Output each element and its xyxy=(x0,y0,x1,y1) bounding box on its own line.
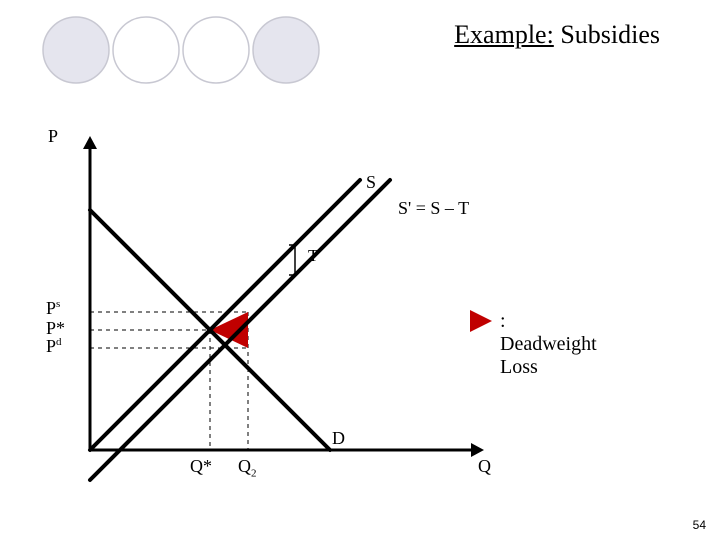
price-label-ps: Ps xyxy=(46,298,60,319)
qty-label-qstar: Q* xyxy=(190,456,212,477)
slide-title: Example: Subsidies xyxy=(454,20,660,50)
qty-label-q2: Q2 xyxy=(238,456,257,480)
curve-label-s-prime: S' = S – T xyxy=(398,198,469,219)
curve-label-s: S xyxy=(366,172,376,193)
economics-diagram: P S S' = S – T T Ps P* Pd D Q Q* Q2 : De… xyxy=(50,130,510,505)
title-prefix: Example: xyxy=(454,20,554,49)
decor-circles xyxy=(40,10,340,90)
curve-label-d: D xyxy=(332,428,345,449)
price-label-pd: Pd xyxy=(46,336,62,357)
bracket-label-t: T xyxy=(308,246,318,266)
dwl-legend-text: : Deadweight Loss xyxy=(500,310,597,379)
page-number: 54 xyxy=(693,518,706,532)
title-rest: Subsidies xyxy=(554,20,660,49)
dwl-legend-icon xyxy=(470,310,494,334)
axis-label-q: Q xyxy=(478,456,491,477)
axis-label-p: P xyxy=(48,126,58,147)
